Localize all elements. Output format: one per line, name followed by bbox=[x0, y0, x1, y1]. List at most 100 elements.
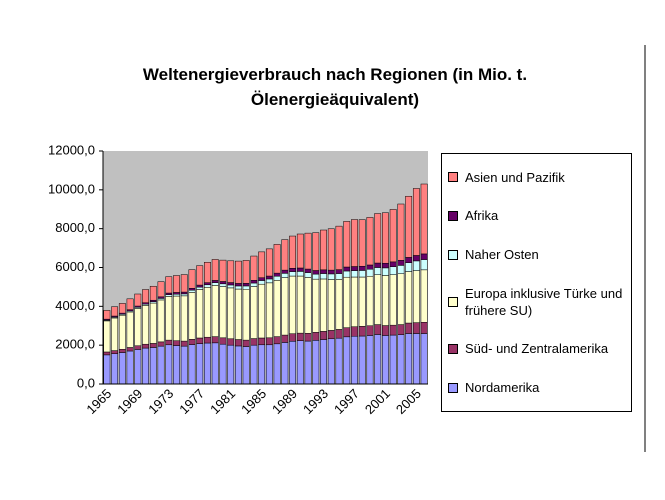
bar-segment bbox=[188, 289, 196, 293]
bar-segment bbox=[397, 324, 405, 335]
bar-segment bbox=[289, 268, 297, 272]
y-tick-label: 6000,0 bbox=[55, 259, 95, 274]
bar-segment bbox=[265, 275, 273, 280]
bar-segment bbox=[242, 285, 250, 290]
x-tick-label: 1973 bbox=[145, 386, 176, 417]
bar-segment bbox=[196, 337, 204, 344]
bar-segment bbox=[358, 326, 366, 337]
y-tick-label: 4000,0 bbox=[55, 298, 95, 313]
legend-label: Süd- und Zentralamerika bbox=[465, 341, 609, 357]
bar-segment bbox=[242, 283, 250, 287]
bar-segment bbox=[397, 203, 405, 261]
bar-segment bbox=[265, 278, 273, 284]
bar-segment bbox=[142, 305, 149, 345]
bar-segment bbox=[289, 271, 297, 277]
bar-segment bbox=[204, 262, 211, 283]
bar-segment bbox=[358, 219, 366, 267]
bar-segment bbox=[157, 341, 165, 347]
legend-label: Nordamerika bbox=[465, 380, 540, 396]
bar-segment bbox=[204, 342, 211, 385]
bar-segment bbox=[250, 280, 258, 284]
bar-segment bbox=[173, 345, 180, 385]
bar-segment bbox=[142, 347, 149, 385]
bar-segment bbox=[273, 275, 281, 281]
bar-segment bbox=[374, 267, 382, 275]
bar-segment bbox=[134, 308, 142, 346]
bar-segment bbox=[281, 273, 289, 278]
bar-segment bbox=[420, 269, 428, 323]
bar-segment bbox=[412, 260, 420, 271]
bar-segment bbox=[335, 279, 343, 330]
bar-segment bbox=[126, 347, 134, 352]
bar-segment bbox=[358, 265, 366, 271]
bar-segment bbox=[188, 339, 196, 345]
bar-segment bbox=[196, 286, 204, 290]
bar-segment bbox=[258, 344, 266, 385]
bar-segment bbox=[397, 265, 405, 274]
bar-segment bbox=[420, 333, 428, 385]
bar-segment bbox=[327, 279, 335, 331]
bar-segment bbox=[382, 275, 389, 326]
bar-segment bbox=[420, 259, 428, 271]
bar-segment bbox=[335, 225, 343, 270]
bar-segment bbox=[134, 349, 142, 385]
bar-segment bbox=[188, 288, 196, 291]
x-tick-label: 1989 bbox=[269, 386, 300, 417]
bar-segment bbox=[180, 345, 188, 385]
bar-segment bbox=[103, 351, 111, 356]
bar-segment bbox=[196, 343, 204, 385]
bar-segment bbox=[180, 293, 188, 297]
x-tick-label: 1977 bbox=[176, 386, 207, 417]
bar-segment bbox=[134, 293, 142, 307]
bar-segment bbox=[296, 340, 304, 385]
bar-segment bbox=[219, 286, 227, 339]
bar-segment bbox=[389, 209, 397, 263]
legend-swatch bbox=[448, 296, 458, 307]
y-tick-label: 0,0 bbox=[77, 375, 95, 390]
bar-segment bbox=[273, 336, 281, 345]
legend-item: Nordamerika bbox=[448, 379, 625, 396]
bar-segment bbox=[173, 340, 180, 346]
bar-segment bbox=[296, 233, 304, 269]
x-tick-label: 1997 bbox=[331, 386, 362, 417]
bar-segment bbox=[382, 325, 389, 336]
y-tick-label: 12000,0 bbox=[48, 142, 95, 157]
bar-segment bbox=[258, 283, 266, 339]
bar-segment bbox=[312, 270, 320, 275]
bar-segment bbox=[273, 272, 281, 277]
bar-segment bbox=[126, 350, 134, 385]
bar-segment bbox=[227, 282, 235, 286]
bar-segment bbox=[312, 232, 320, 271]
bar-segment bbox=[389, 324, 397, 336]
bar-segment bbox=[227, 284, 235, 289]
bar-segment bbox=[397, 260, 405, 266]
bar-segment bbox=[366, 325, 374, 336]
bar-segment bbox=[196, 265, 204, 286]
bar-segment bbox=[219, 283, 227, 287]
bar-segment bbox=[157, 299, 165, 343]
bar-segment bbox=[265, 282, 273, 339]
bar-segment bbox=[351, 270, 358, 278]
bar-segment bbox=[126, 311, 134, 348]
bar-segment bbox=[258, 277, 266, 281]
bar-segment bbox=[320, 278, 327, 332]
bar-segment bbox=[343, 336, 351, 385]
legend-swatch bbox=[448, 210, 458, 221]
bar-segment bbox=[420, 183, 428, 255]
bar-segment bbox=[250, 344, 258, 385]
bar-segment bbox=[234, 345, 242, 385]
bar-segment bbox=[165, 276, 173, 294]
bar-segment bbox=[273, 244, 281, 274]
bar-segment bbox=[103, 320, 111, 353]
legend-swatch bbox=[448, 249, 458, 260]
bar-segment bbox=[412, 188, 420, 256]
bar-segment bbox=[312, 273, 320, 280]
bar-segment bbox=[126, 298, 134, 310]
bar-segment bbox=[142, 343, 149, 349]
bar-segment bbox=[358, 335, 366, 385]
bar-segment bbox=[289, 333, 297, 342]
bar-segment bbox=[242, 346, 250, 385]
bar-segment bbox=[211, 342, 219, 385]
bar-segment bbox=[111, 317, 119, 351]
bar-segment bbox=[219, 343, 227, 385]
